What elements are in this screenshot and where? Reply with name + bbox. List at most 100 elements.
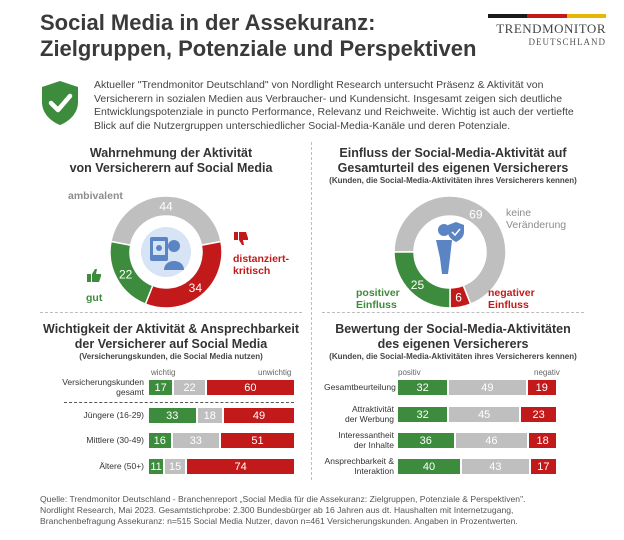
bar-segment: 51 [221, 433, 294, 448]
thumbs-up-icon [87, 269, 101, 282]
chart3-title-line-1: Wichtigkeit der Aktivität & Ansprechbark… [43, 322, 299, 336]
person-shield-illustration [436, 222, 464, 274]
label-negativ-line-1: negativer [488, 287, 535, 299]
bar-category-label: Attraktivität der Werbung [345, 404, 394, 424]
chart3-scale-left: wichtig [151, 368, 176, 377]
label-positiver-einfluss: positiver Einfluss [356, 287, 400, 311]
slice-value-label: 25 [411, 278, 425, 292]
bar-segment: 49 [449, 380, 526, 395]
chart4-title-line-2: des eigenen Versicherers [377, 337, 529, 351]
horizontal-divider-right [322, 312, 584, 313]
source-line-2: Nordlight Research, Mai 2023. Gesamtstic… [40, 505, 514, 515]
label-ambivalent: ambivalent [68, 190, 123, 202]
bar-segment: 74 [187, 459, 294, 474]
bar-segment: 49 [223, 408, 294, 423]
bar-segment: 18 [197, 408, 222, 423]
label-gut: gut [86, 292, 103, 304]
bar-segment: 19 [527, 380, 556, 395]
stacked-bar-row: 32 49 19 [398, 380, 558, 395]
stacked-bar-row: 40 43 17 [398, 459, 558, 474]
slice-value-label: 69 [469, 207, 483, 221]
chart3-separator [64, 402, 294, 403]
chart2-title-line-2: Gesamturteil des eigenen Versicherers [337, 161, 569, 175]
intro-text: Aktueller "Trendmonitor Deutschland" von… [94, 79, 574, 132]
page-title: Social Media in der Assekuranz: Zielgrup… [40, 10, 480, 62]
label-negativer-einfluss: negativer Einfluss [488, 287, 535, 311]
bar-segment: 60 [206, 380, 294, 395]
stacked-bar-row: 16 33 51 [149, 433, 296, 448]
stacked-bar-row: 36 46 18 [398, 433, 558, 448]
chart4-title: Bewertung der Social-Media-Aktivitäten d… [322, 322, 584, 352]
title-line-2: Zielgruppen, Potenziale und Perspektiven [40, 36, 477, 61]
bar-category-label: Gesamtbeurteilung [324, 382, 396, 392]
chart3-subtitle: (Versicherungskunden, die Social Media n… [79, 352, 263, 361]
bar-category-label: Ältere (50+) [99, 461, 144, 471]
bar-segment: 32 [398, 380, 448, 395]
chart2-title: Einfluss der Social-Media-Aktivität auf … [322, 146, 584, 176]
bar-segment: 16 [149, 433, 171, 448]
slice-value-label: 44 [159, 200, 173, 214]
label-positiv-line-1: positiver [356, 287, 400, 299]
logo-text-2: DEUTSCHLAND [528, 37, 606, 47]
slice-positiver-einfluss [393, 251, 451, 309]
chart1-title: Wahrnehmung der Aktivität von Versichere… [40, 146, 302, 176]
thumbs-down-icon [234, 232, 248, 245]
bar-category-label: Versicherungskunden gesamt [62, 377, 144, 397]
bar-category-label: Mittlere (30-49) [86, 435, 144, 445]
label-keine-veraenderung: keine Veränderung [506, 207, 566, 231]
stacked-bar-row: 11 15 74 [149, 459, 296, 474]
chart1-donut: 44 34 22 [109, 195, 223, 309]
chart1-title-line-2: von Versicherern auf Social Media [69, 161, 273, 175]
slice-value-label: 6 [455, 291, 462, 305]
label-negativ-line-2: Einfluss [488, 299, 529, 311]
bar-segment: 40 [398, 459, 460, 474]
person-phone-illustration [141, 227, 191, 277]
bar-segment: 46 [455, 433, 528, 448]
source-note: Quelle: Trendmonitor Deutschland - Branc… [40, 494, 600, 527]
bar-segment: 36 [398, 433, 454, 448]
bar-category-label: Jüngere (16-29) [83, 410, 144, 420]
bar-segment: 23 [521, 407, 556, 422]
bar-category-label: Ansprechbarkeit & Interaktion [324, 456, 394, 476]
bar-category-label: Interessantheit der Inhalte [338, 430, 394, 450]
bar-segment: 32 [398, 407, 448, 422]
label-kritisch-line-2: kritisch [233, 265, 271, 277]
bar-segment: 17 [530, 459, 556, 474]
source-line-1: Quelle: Trendmonitor Deutschland - Branc… [40, 494, 526, 504]
bar-segment: 17 [149, 380, 173, 395]
chart1-title-line-1: Wahrnehmung der Aktivität [89, 146, 253, 160]
horizontal-divider-left [40, 312, 302, 313]
slice-keine-veränderung [393, 195, 507, 306]
shield-check-icon [42, 81, 78, 125]
label-keine-line-2: Veränderung [506, 219, 567, 231]
bar-segment: 18 [529, 433, 556, 448]
bar-segment: 22 [174, 380, 205, 395]
bar-segment: 45 [449, 407, 520, 422]
bar-segment: 33 [149, 408, 196, 423]
source-line-3: Branchenbefragung Assekuranz: n=515 Soci… [40, 516, 518, 526]
flag-stripe [488, 14, 606, 18]
label-positiv-line-2: Einfluss [356, 299, 397, 311]
bar-segment: 33 [172, 433, 220, 448]
chart4-scale-left: positiv [398, 368, 421, 377]
chart3-scale-right: unwichtig [258, 368, 292, 377]
stacked-bar-row: 32 45 23 [398, 407, 558, 422]
slice-value-label: 34 [189, 281, 203, 295]
stacked-bar-row: 33 18 49 [149, 408, 296, 423]
label-keine-line-1: keine [506, 207, 532, 219]
stacked-bar-row: 17 22 60 [149, 380, 296, 395]
slice-ambivalent [110, 195, 222, 247]
trendmonitor-logo: TRENDMONITOR DEUTSCHLAND [488, 14, 606, 47]
bar-segment: 15 [165, 459, 186, 474]
slice-gut [109, 240, 154, 306]
chart2-title-line-1: Einfluss der Social-Media-Aktivität auf [339, 146, 567, 160]
chart2-subtitle: (Kunden, die Social-Media-Aktivitäten ih… [329, 176, 577, 185]
chart4-scale-right: negativ [534, 368, 560, 377]
chart4-subtitle: (Kunden, die Social-Media-Aktivitäten ih… [329, 352, 577, 361]
title-line-1: Social Media in der Assekuranz: [40, 10, 376, 35]
bar-segment: 43 [462, 459, 529, 474]
slice-value-label: 22 [119, 268, 133, 282]
chart4-title-line-1: Bewertung der Social-Media-Aktivitäten [335, 322, 571, 336]
chart3-title-line-2: der Versicherer auf Social Media [74, 337, 268, 351]
logo-text-1: TRENDMONITOR [496, 21, 606, 36]
